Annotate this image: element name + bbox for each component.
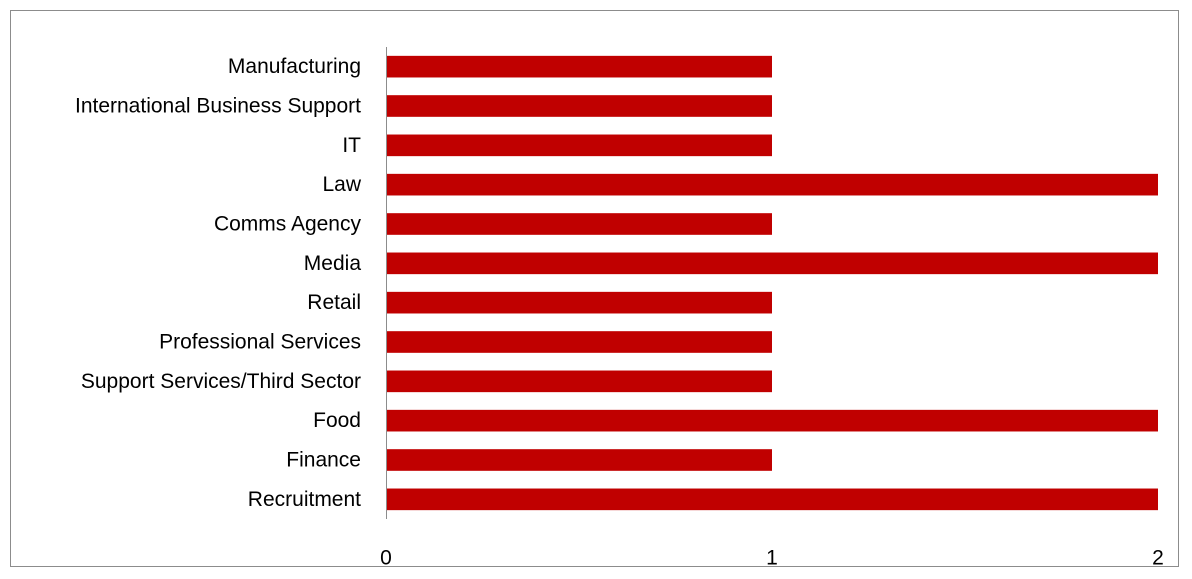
bar-international-business-support — [387, 95, 772, 117]
category-label: Comms Agency — [214, 213, 362, 236]
category-label: Professional Services — [159, 331, 361, 354]
category-label: IT — [342, 134, 361, 157]
x-tick-label: 0 — [380, 547, 392, 570]
bar-comms-agency — [387, 213, 772, 235]
bar-law — [387, 173, 1158, 196]
category-label: International Business Support — [75, 95, 361, 118]
bar-manufacturing — [387, 55, 772, 78]
category-label: Finance — [286, 449, 361, 472]
category-label: Support Services/Third Sector — [81, 370, 361, 393]
x-tick-label: 1 — [766, 547, 778, 570]
x-tick-label: 2 — [1152, 547, 1164, 570]
category-labels: Manufacturing International Business Supp… — [75, 55, 362, 511]
x-tick-labels: 0 1 2 — [380, 547, 1164, 570]
category-label: Food — [313, 409, 361, 432]
bar-support-services-third-sector — [387, 370, 772, 393]
category-label: Manufacturing — [228, 55, 361, 78]
bar-professional-services — [387, 331, 772, 353]
category-label: Media — [304, 252, 362, 275]
bar-recruitment — [387, 488, 1158, 511]
bars-group — [387, 55, 1158, 511]
bar-food — [387, 409, 1158, 432]
bar-it — [387, 134, 772, 157]
category-label: Retail — [307, 291, 361, 314]
category-label: Law — [322, 173, 361, 196]
category-label: Recruitment — [248, 488, 361, 511]
bar-finance — [387, 449, 772, 471]
bar-retail — [387, 291, 772, 314]
bar-media — [387, 252, 1158, 275]
